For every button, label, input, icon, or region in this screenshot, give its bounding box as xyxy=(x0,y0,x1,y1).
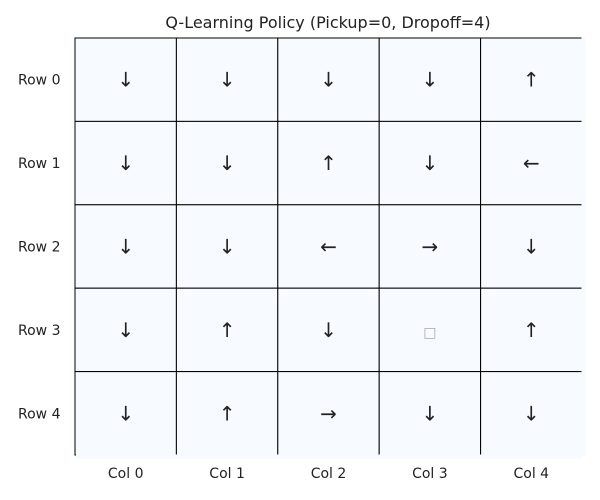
grid-cell xyxy=(277,287,380,373)
policy-arrow: ↓ xyxy=(422,68,439,92)
col-label: Col 4 xyxy=(514,466,550,482)
grid-edge-mask xyxy=(76,454,583,459)
col-labels: Col 0 Col 1 Col 2 Col 3 Col 4 xyxy=(108,466,549,482)
grid-cell xyxy=(175,204,279,289)
policy-grid: ↓ ↓ ↓ ↓ ↑ ↓ ↓ ↑ ↓ ← ↓ ↓ ← → ↓ ↓ ↑ ↓ □ ↑ ↓ ↑ → ↓ ↓ xyxy=(74,37,586,459)
grid-cell xyxy=(277,37,380,122)
policy-arrow: ↓ xyxy=(117,235,134,259)
col-label: Col 2 xyxy=(311,466,347,482)
row-label: Row 4 xyxy=(18,406,61,422)
policy-arrow: ↓ xyxy=(523,401,540,425)
policy-arrow: ↓ xyxy=(219,235,236,259)
row-label: Row 3 xyxy=(18,323,60,339)
policy-arrow: ↓ xyxy=(320,68,337,92)
policy-arrow: → xyxy=(320,401,337,425)
grid-cell xyxy=(378,204,482,289)
policy-arrow: □ xyxy=(423,325,436,341)
col-label: Col 3 xyxy=(412,466,448,482)
policy-arrow: ← xyxy=(523,151,540,175)
policy-arrow: ↑ xyxy=(523,68,540,92)
policy-arrow: ↓ xyxy=(219,151,236,175)
col-label: Col 1 xyxy=(209,466,245,482)
policy-arrow: ↓ xyxy=(117,401,134,425)
grid-cell xyxy=(74,287,177,373)
policy-arrow: ← xyxy=(320,235,337,259)
grid-cell xyxy=(74,371,177,456)
grid-cell xyxy=(378,37,482,122)
policy-arrow: ↓ xyxy=(117,151,134,175)
grid-cell xyxy=(175,371,279,456)
row-label: Row 2 xyxy=(18,240,60,256)
policy-arrow: ↓ xyxy=(523,235,540,259)
policy-arrow: ↓ xyxy=(219,68,236,92)
grid-cell xyxy=(277,371,380,456)
grid-cell xyxy=(277,204,380,289)
grid-edge-mask xyxy=(581,37,586,456)
policy-arrow: ↑ xyxy=(523,318,540,342)
grid-cell xyxy=(480,204,583,289)
grid-cell xyxy=(480,287,583,373)
row-label: Row 1 xyxy=(18,156,60,172)
col-label: Col 0 xyxy=(108,466,144,482)
grid-cell xyxy=(480,37,583,122)
policy-arrow: ↑ xyxy=(219,401,236,425)
row-label: Row 0 xyxy=(18,73,60,89)
chart-title: Q-Learning Policy (Pickup=0, Dropoff=4) xyxy=(165,13,490,32)
row-labels: Row 0 Row 1 Row 2 Row 3 Row 4 xyxy=(18,73,61,423)
grid-cell xyxy=(74,120,177,206)
policy-arrow: ↑ xyxy=(320,151,337,175)
policy-arrow: ↑ xyxy=(219,318,236,342)
policy-arrow: ↓ xyxy=(422,401,439,425)
grid-cell xyxy=(277,120,380,206)
grid-cell xyxy=(480,371,583,456)
policy-arrow: ↓ xyxy=(117,68,134,92)
policy-arrow: ↓ xyxy=(422,151,439,175)
policy-arrow: ↓ xyxy=(117,318,134,342)
grid-cell xyxy=(175,287,279,373)
policy-arrow: ↓ xyxy=(320,318,337,342)
grid-cell xyxy=(378,287,482,373)
policy-arrow: → xyxy=(422,235,439,259)
grid-cell xyxy=(74,37,177,122)
grid-cell xyxy=(175,37,279,122)
grid-cell xyxy=(480,120,583,206)
